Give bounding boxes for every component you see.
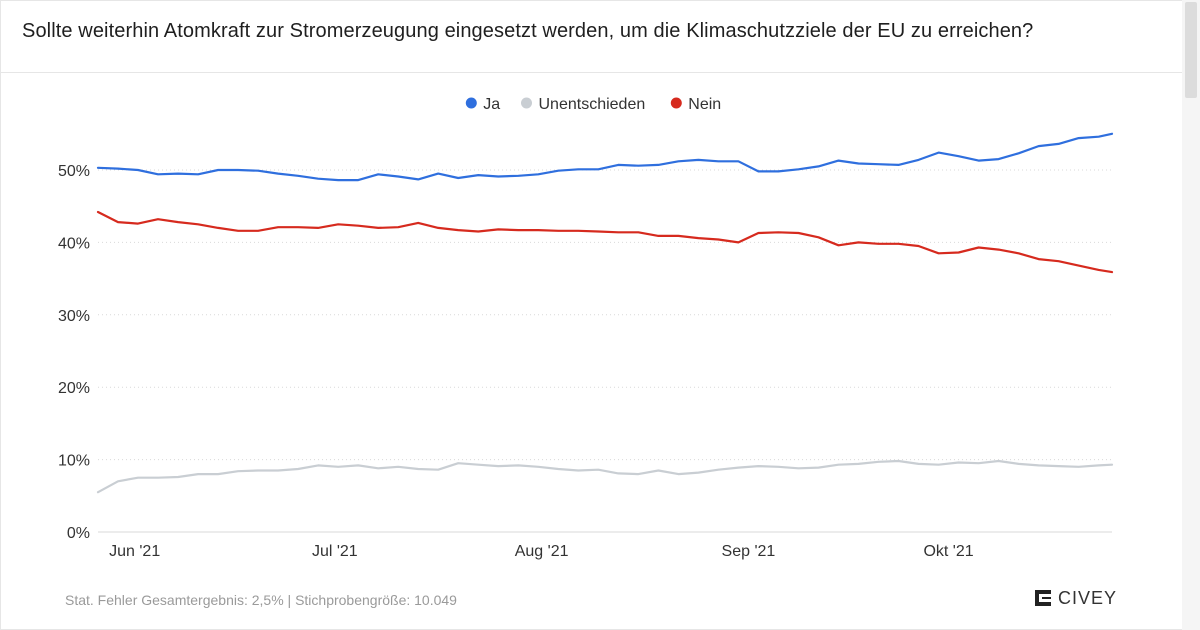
y-tick-label: 20% bbox=[58, 380, 90, 397]
x-tick-label: Sep '21 bbox=[722, 543, 776, 560]
x-tick-label: Jun '21 bbox=[109, 543, 160, 560]
series-line-ja bbox=[96, 132, 1114, 182]
x-tick-label: Aug '21 bbox=[515, 543, 569, 560]
y-tick-label: 0% bbox=[67, 525, 90, 542]
scrollbar-thumb[interactable] bbox=[1185, 2, 1197, 98]
series-line-unentschieden bbox=[96, 459, 1114, 494]
legend-label-nein: Nein bbox=[688, 96, 721, 113]
x-tick-label: Okt '21 bbox=[923, 543, 973, 560]
header-bar: Sollte weiterhin Atomkraft zur Stromerze… bbox=[0, 0, 1200, 73]
y-tick-label: 50% bbox=[58, 163, 90, 180]
x-tick-label: Jul '21 bbox=[312, 543, 358, 560]
y-tick-label: 30% bbox=[58, 308, 90, 325]
series-line-nein bbox=[96, 210, 1114, 274]
legend-marker-nein bbox=[670, 97, 682, 109]
brand-name: CIVEY bbox=[1058, 587, 1118, 608]
vertical-scrollbar[interactable] bbox=[1182, 0, 1200, 630]
legend-label-ja: Ja bbox=[483, 96, 500, 113]
civey-logo-icon bbox=[1035, 590, 1051, 606]
legend-marker-unentschieden bbox=[521, 97, 532, 109]
civey-logo[interactable]: CIVEY bbox=[1032, 586, 1117, 610]
y-tick-label: 10% bbox=[58, 453, 90, 470]
chart-title: Sollte weiterhin Atomkraft zur Stromerze… bbox=[22, 20, 1034, 42]
y-tick-label: 40% bbox=[58, 235, 90, 252]
footer-note: Stat. Fehler Gesamtergebnis: 2,5% | Stic… bbox=[65, 592, 457, 608]
legend-marker-ja bbox=[465, 97, 477, 109]
legend-label-unentschieden: Unentschieden bbox=[539, 96, 646, 113]
